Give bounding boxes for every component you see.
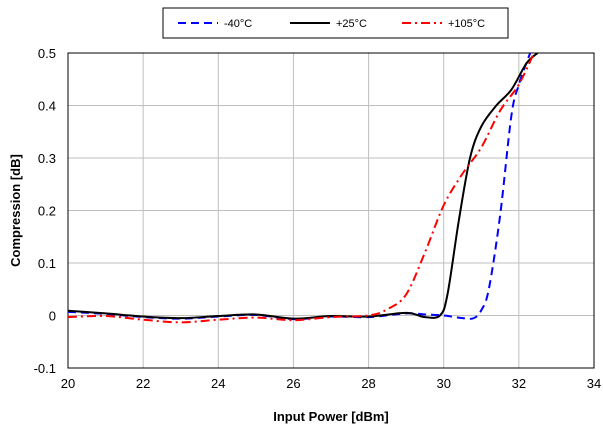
y-tick-label: 0: [49, 309, 56, 324]
y-tick-label: 0.2: [38, 204, 56, 219]
y-tick-label: -0.1: [34, 361, 56, 376]
y-tick-label: 0.4: [38, 99, 56, 114]
y-tick-label: 0.5: [38, 46, 56, 61]
legend: -40°C +25°C +105°C: [162, 7, 509, 39]
y-axis-title: Compression [dB]: [8, 154, 23, 267]
y-tick-label: 0.1: [38, 256, 56, 271]
x-tick-label: 22: [136, 376, 150, 391]
series-line-2: [68, 53, 535, 324]
legend-label-minus40: -40°C: [224, 18, 252, 30]
legend-box: [162, 7, 509, 39]
series-line-0: [68, 53, 532, 321]
x-tick-label: 28: [361, 376, 375, 391]
x-tick-label: 24: [211, 376, 225, 391]
y-tick-labels: -0.1 0 0.1 0.2 0.3 0.4 0.5: [34, 46, 56, 376]
x-tick-label: 34: [587, 376, 601, 391]
x-tick-label: 20: [61, 376, 75, 391]
series-line-1: [68, 53, 539, 320]
x-tick-labels: 20 22 24 26 28 30 32 34: [61, 376, 601, 391]
y-tick-label: 0.3: [38, 151, 56, 166]
series-layer: [68, 53, 539, 324]
plot-frame: [67, 52, 595, 369]
x-tick-label: 30: [436, 376, 450, 391]
x-tick-label: 26: [286, 376, 300, 391]
legend-label-plus105: +105°C: [448, 18, 485, 30]
x-axis-title: Input Power [dBm]: [273, 409, 389, 424]
legend-label-plus25: +25°C: [336, 18, 367, 30]
x-tick-label: 32: [512, 376, 526, 391]
